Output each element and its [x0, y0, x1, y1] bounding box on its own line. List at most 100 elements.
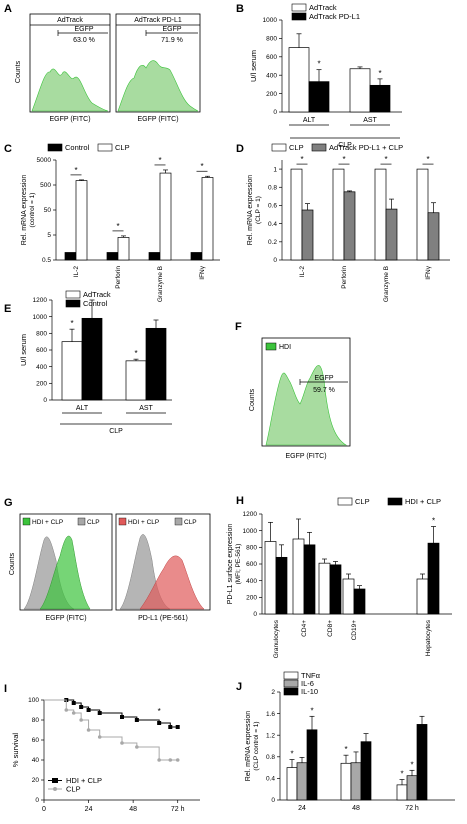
bar	[306, 729, 318, 801]
bar	[374, 168, 387, 261]
panel-f-histogram: HDI EGFP 59.7 % EGFP (FITC)	[261, 337, 351, 460]
x-category-label: IL-2	[299, 266, 306, 278]
bar	[81, 317, 103, 401]
significance-marker: *	[158, 156, 161, 165]
bar	[190, 252, 203, 261]
data-point	[157, 758, 161, 762]
significance-marker: *	[300, 155, 303, 164]
legend-label: Control	[65, 143, 90, 152]
bar	[329, 564, 342, 615]
legend-label: CLP	[66, 785, 81, 794]
y-tick-label: 400	[246, 578, 257, 585]
y-tick-label: 1.6	[266, 711, 275, 718]
histogram-title: AdTrack PD-L1	[134, 17, 182, 24]
egfp-histogram-curve	[117, 60, 199, 112]
x-category-label: 48	[352, 805, 360, 812]
data-point	[86, 708, 91, 712]
legend-label: AdTrack	[83, 290, 111, 299]
y-tick-label: 5000	[37, 157, 52, 164]
legend-label: CLP	[355, 497, 370, 506]
y-tick-label: 100	[28, 697, 39, 704]
y-axis-label: Rel. mRNA expression	[21, 175, 28, 246]
bar	[427, 212, 440, 261]
data-point	[71, 701, 76, 705]
legend-label-hdi: HDI	[279, 344, 291, 351]
y-tick-label: 0.8	[266, 754, 275, 761]
chart-panel-h: H 0 200 400 600 800 1000 1200 PD-L1 surface expr…	[227, 495, 452, 658]
legend-label: IL-10	[301, 687, 318, 696]
data-point	[79, 705, 84, 709]
bar	[340, 762, 352, 801]
bar	[61, 341, 83, 401]
x-tick-label: 72 h	[171, 806, 185, 813]
significance-marker: *	[290, 750, 293, 759]
y-tick-label: 1200	[33, 297, 48, 304]
legend-swatch	[283, 671, 299, 680]
chart-panel-d: D 0 0.2 0.4 0.6 0.8 1 Rel. mRNA expression (CLP …	[236, 143, 450, 302]
bar	[406, 775, 418, 801]
y-tick-label: 1200	[243, 511, 258, 518]
histogram-title: AdTrack	[57, 17, 83, 24]
egfp-gate-label: EGFP	[162, 26, 181, 33]
legend-swatch	[271, 143, 287, 152]
legend-label: CLP	[289, 143, 304, 152]
bar	[369, 84, 391, 113]
x-category-label: IFNγ	[199, 265, 206, 279]
legend-label: AdTrack	[309, 3, 337, 12]
legend-swatch-clp	[174, 517, 183, 526]
y-tick-label: 400	[266, 72, 277, 79]
x-category-label: Perforin	[115, 266, 122, 289]
y-tick-label: 0	[273, 109, 277, 116]
x-category-label: Granzyme B	[383, 266, 390, 302]
bar	[385, 208, 398, 261]
histogram-frame	[261, 337, 351, 447]
x-category-label: CD8+	[327, 620, 334, 637]
bar	[427, 542, 440, 615]
x-category-label: 24	[298, 805, 306, 812]
y-axis-label-unit: (CLP control = 1)	[253, 721, 260, 770]
bar	[301, 209, 314, 261]
bar	[332, 168, 345, 261]
legend-label: HDI + CLP	[66, 776, 102, 785]
y-tick-label: 0.4	[268, 221, 277, 228]
x-category-label: Perforin	[341, 266, 348, 289]
x-tick-label: 48	[129, 806, 137, 813]
legend-swatch	[47, 143, 63, 152]
significance-marker: *	[400, 769, 403, 778]
x-category-label: ALT	[76, 405, 89, 412]
legend-label-clp: CLP	[184, 519, 197, 526]
data-point	[168, 758, 173, 762]
bar	[303, 544, 316, 615]
bar	[75, 180, 88, 261]
bar	[292, 538, 305, 615]
y-tick-label: 20	[32, 777, 40, 784]
panel-label-c: C	[4, 143, 12, 155]
legend-label: AdTrack PD-L1	[309, 12, 360, 21]
y-tick-label: 400	[36, 364, 47, 371]
y-tick-label: 0	[35, 797, 39, 804]
y-tick-label: 0	[43, 397, 47, 404]
bar	[416, 724, 428, 801]
legend-label: CLP	[115, 143, 130, 152]
bar	[117, 237, 130, 261]
bar	[360, 741, 372, 801]
panel-a-histogram-1: AdTrack EGFP 63.0 % EGFP (FITC)	[29, 13, 111, 123]
significance-marker: *	[426, 155, 429, 164]
legend-swatch-hdi	[265, 342, 277, 351]
y-tick-label: 500	[40, 182, 51, 189]
hdi-clp-histogram-curve	[139, 555, 205, 610]
y-tick-label: 600	[36, 347, 47, 354]
bar	[342, 578, 355, 615]
significance-marker: *	[384, 155, 387, 164]
y-tick-label: 0	[273, 257, 277, 264]
data-point	[134, 718, 139, 722]
y-tick-label: 800	[266, 36, 277, 43]
legend-label: TNFα	[301, 671, 321, 680]
y-tick-label: 1.2	[266, 732, 275, 739]
y-tick-label: 1000	[243, 528, 258, 535]
panel-label-h: H	[236, 495, 244, 507]
panel-label-i: I	[4, 683, 7, 695]
legend-label-clp: CLP	[87, 519, 100, 526]
